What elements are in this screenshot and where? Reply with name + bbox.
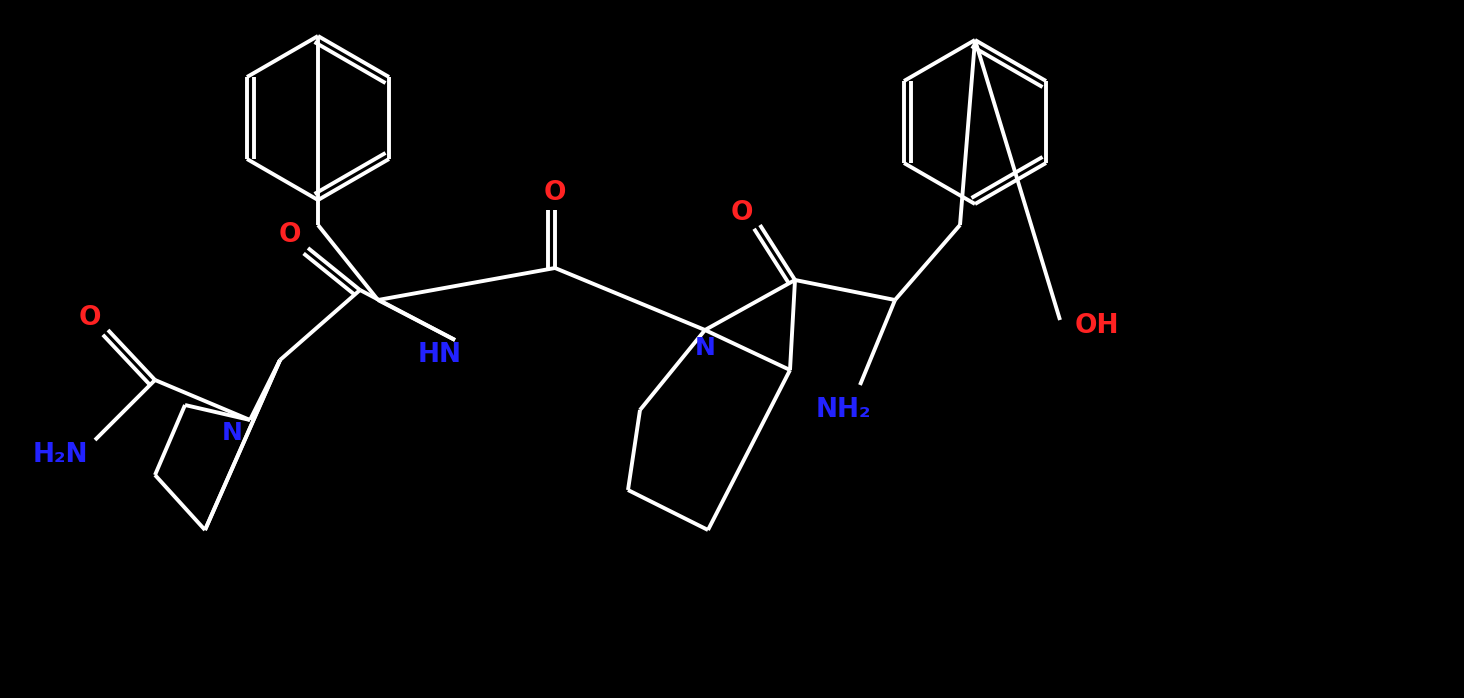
Text: O: O	[79, 305, 101, 331]
Text: O: O	[543, 180, 567, 206]
Text: O: O	[278, 222, 302, 248]
Text: OH: OH	[1075, 313, 1120, 339]
Text: N: N	[221, 421, 243, 445]
Text: HN: HN	[419, 342, 463, 368]
Text: N: N	[694, 336, 716, 360]
Text: O: O	[731, 200, 754, 226]
Text: H₂N: H₂N	[32, 442, 88, 468]
Text: NH₂: NH₂	[815, 397, 871, 423]
